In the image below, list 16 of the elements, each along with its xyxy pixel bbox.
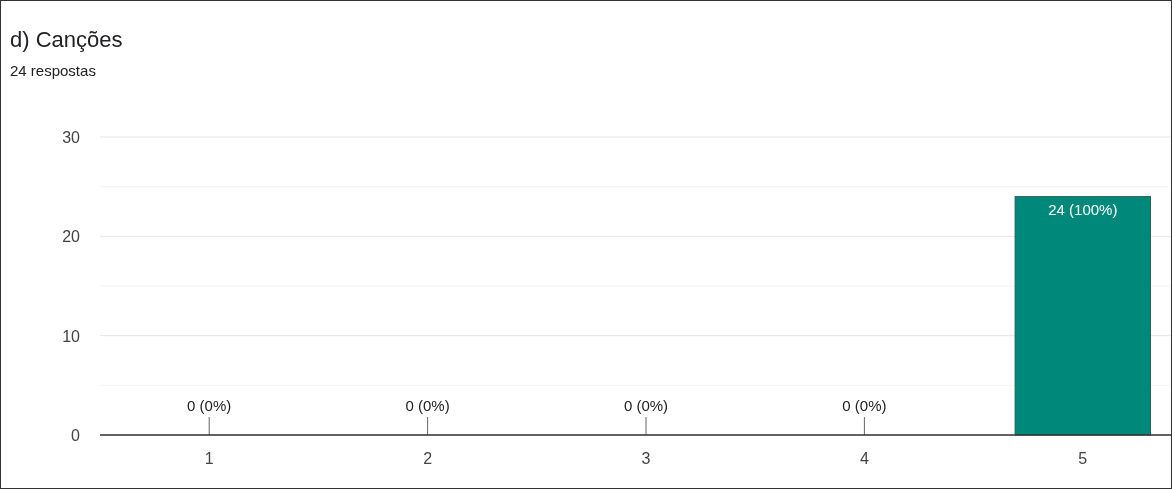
chart-title: d) Canções	[10, 27, 123, 52]
chart-subtitle: 24 respostas	[10, 62, 96, 79]
y-tick-label: 20	[62, 228, 81, 246]
data-label: 0 (0%)	[187, 397, 232, 414]
x-tick-label: 4	[859, 450, 869, 467]
data-label: 24 (100%)	[1048, 200, 1118, 218]
y-tick-label: 30	[62, 129, 81, 146]
data-label: 0 (0%)	[623, 397, 669, 414]
y-tick-label: 10	[62, 327, 81, 345]
y-tick-label: 0	[71, 427, 81, 444]
x-tick-label: 2	[423, 450, 433, 467]
x-tick-label: 3	[641, 450, 651, 467]
data-label: 0 (0%)	[842, 397, 887, 414]
x-tick-label: 5	[1078, 450, 1088, 467]
data-label: 0 (0%)	[405, 397, 450, 414]
x-tick-label: 1	[204, 450, 214, 467]
